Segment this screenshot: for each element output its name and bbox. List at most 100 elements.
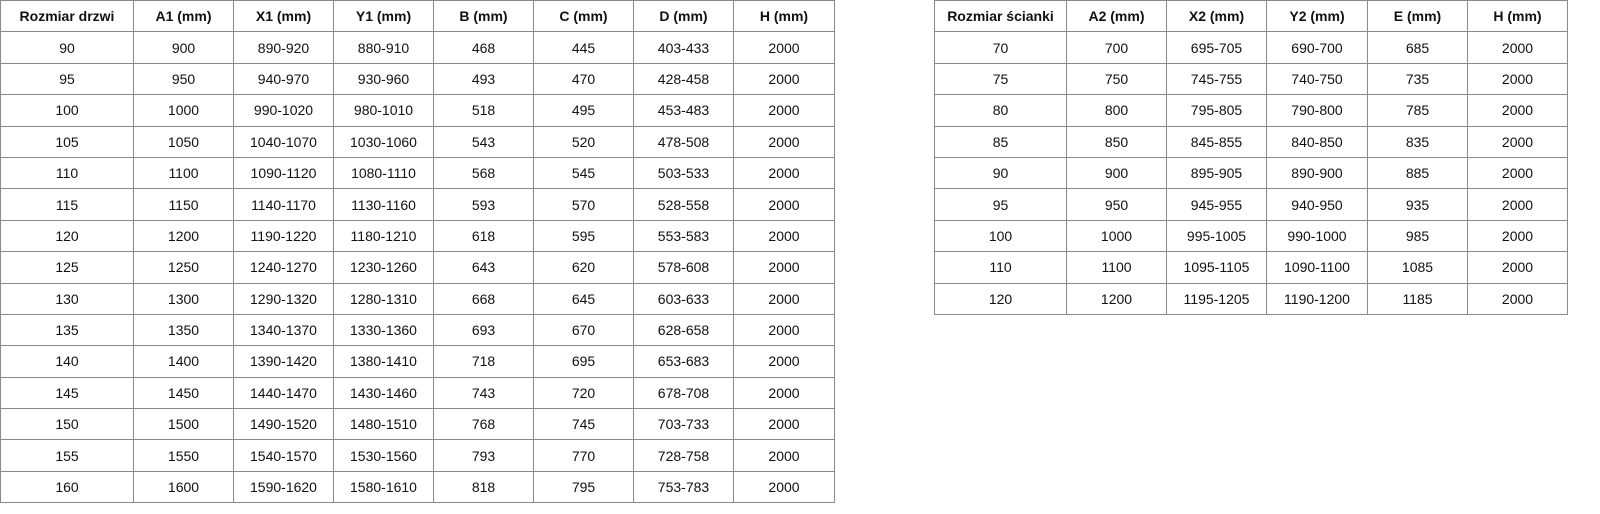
table-cell: 468	[433, 31, 534, 64]
table-cell: 145	[0, 376, 134, 410]
table-cell: 745	[533, 408, 634, 441]
table-cell: 1030-1060	[333, 125, 434, 158]
table-cell: 2000	[733, 470, 835, 504]
table-cell: 155	[0, 439, 134, 472]
table-cell: 2000	[733, 282, 835, 315]
table-cell: 990-1020	[233, 94, 334, 127]
table-cell: 568	[433, 156, 534, 190]
table-cell: 2000	[733, 251, 835, 284]
column-header: Y2 (mm)	[1266, 0, 1368, 33]
column-header: D (mm)	[633, 0, 734, 33]
table-cell: 1200	[133, 219, 234, 253]
table-cell: 2000	[733, 62, 835, 96]
table-cell: 1440-1470	[233, 376, 334, 410]
table-cell: 1550	[133, 439, 234, 472]
table-cell: 2000	[733, 408, 835, 441]
table-cell: 785	[1367, 94, 1468, 127]
table-cell: 1195-1205	[1166, 282, 1267, 315]
table-cell: 1530-1560	[333, 439, 434, 472]
table-cell: 445	[533, 31, 634, 64]
column-header: Y1 (mm)	[333, 0, 434, 33]
table-cell: 890-900	[1266, 156, 1368, 190]
column-header: C (mm)	[533, 0, 634, 33]
table-cell: 80	[934, 94, 1067, 127]
table-cell: 1450	[133, 376, 234, 410]
table-cell: 728-758	[633, 439, 734, 472]
table-cell: 528-558	[633, 188, 734, 221]
table-cell: 695-705	[1166, 31, 1267, 64]
table-cell: 1095-1105	[1166, 251, 1267, 284]
table-cell: 90	[0, 31, 134, 64]
table-cell: 790-800	[1266, 94, 1368, 127]
table-cell: 1480-1510	[333, 408, 434, 441]
table-cell: 543	[433, 125, 534, 158]
table-cell: 653-683	[633, 345, 734, 378]
table-cell: 1340-1370	[233, 313, 334, 347]
table-cell: 900	[133, 31, 234, 64]
table-cell: 545	[533, 156, 634, 190]
table-cell: 2000	[733, 219, 835, 253]
table-cell: 95	[934, 188, 1067, 221]
table-cell: 1540-1570	[233, 439, 334, 472]
table-cell: 1085	[1367, 251, 1468, 284]
table-cell: 1150	[133, 188, 234, 221]
table-cell: 120	[0, 219, 134, 253]
column-header: Rozmiar drzwi	[0, 0, 134, 33]
table-cell: 2000	[733, 31, 835, 64]
column-header: A1 (mm)	[133, 0, 234, 33]
table-cell: 620	[533, 251, 634, 284]
table-cell: 593	[433, 188, 534, 221]
table-row: 150 1500 1490-1520 1480-1510 768 745 703-733 20…	[0, 408, 835, 441]
table-cell: 518	[433, 94, 534, 127]
table-cell: 453-483	[633, 94, 734, 127]
table-row: 145 1450 1440-1470 1430-1460 743 720 678-708 20…	[0, 376, 835, 410]
table-cell: 115	[0, 188, 134, 221]
table-cell: 1240-1270	[233, 251, 334, 284]
table-cell: 718	[433, 345, 534, 378]
table-cell: 1280-1310	[333, 282, 434, 315]
table-cell: 1080-1110	[333, 156, 434, 190]
table-cell: 768	[433, 408, 534, 441]
table-row: 100 1000 990-1020 980-1010 518 495 453-483 2000	[0, 94, 835, 127]
table-row: 125 1250 1240-1270 1230-1260 643 620 578-608 20…	[0, 251, 835, 284]
table-cell: 403-433	[633, 31, 734, 64]
table-cell: 1300	[133, 282, 234, 315]
table-cell: 1180-1210	[333, 219, 434, 253]
table-row: 100 1000 995-1005 990-1000 985 2000	[934, 219, 1568, 253]
table-cell: 670	[533, 313, 634, 347]
table-cell: 895-905	[1166, 156, 1267, 190]
table-cell: 703-733	[633, 408, 734, 441]
column-header: H (mm)	[1467, 0, 1568, 33]
table-cell: 753-783	[633, 470, 734, 504]
table-cell: 700	[1066, 31, 1167, 64]
column-header: Rozmiar ścianki	[934, 0, 1067, 33]
table-cell: 935	[1367, 188, 1468, 221]
table-cell: 1100	[133, 156, 234, 190]
table-cell: 428-458	[633, 62, 734, 96]
table-cell: 1390-1420	[233, 345, 334, 378]
table-cell: 2000	[1467, 219, 1568, 253]
table-cell: 2000	[733, 439, 835, 472]
table-row: 95 950 940-970 930-960 493 470 428-458 2000	[0, 62, 835, 96]
header-row: Rozmiar ścianki A2 (mm) X2 (mm) Y2 (mm) E (m…	[934, 0, 1568, 33]
table-cell: 1185	[1367, 282, 1468, 315]
table-cell: 890-920	[233, 31, 334, 64]
table-cell: 735	[1367, 62, 1468, 96]
table-cell: 2000	[733, 313, 835, 347]
table-cell: 110	[0, 156, 134, 190]
table-row: 90 900 890-920 880-910 468 445 403-433 2000	[0, 31, 835, 64]
table-cell: 1230-1260	[333, 251, 434, 284]
column-header: E (mm)	[1367, 0, 1468, 33]
table-cell: 85	[934, 125, 1067, 158]
table-cell: 1200	[1066, 282, 1167, 315]
table-cell: 1050	[133, 125, 234, 158]
table-cell: 945-955	[1166, 188, 1267, 221]
table-cell: 745-755	[1166, 62, 1267, 96]
table-cell: 850	[1066, 125, 1167, 158]
table-cell: 1040-1070	[233, 125, 334, 158]
table-cell: 995-1005	[1166, 219, 1267, 253]
table-cell: 740-750	[1266, 62, 1368, 96]
table-cell: 120	[934, 282, 1067, 315]
table-row: 95 950 945-955 940-950 935 2000	[934, 188, 1568, 221]
table-row: 105 1050 1040-1070 1030-1060 543 520 478-508 20…	[0, 125, 835, 158]
